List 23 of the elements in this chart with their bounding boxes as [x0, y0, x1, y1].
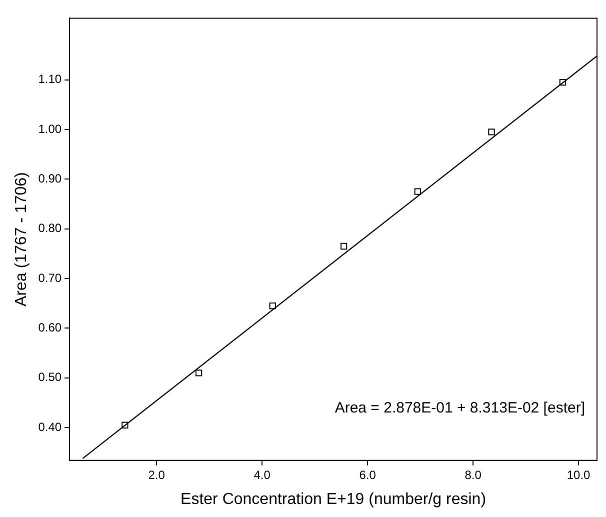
point	[488, 128, 495, 136]
y-tick-label: 0.70	[38, 270, 62, 285]
x-tick-label: 10.0	[566, 468, 591, 482]
point	[340, 242, 348, 250]
point	[195, 370, 202, 376]
point	[122, 422, 128, 428]
y-tick-label: 0.80	[38, 221, 62, 236]
annotation: Area = 2.878E-01 + 8.313E-02 [ester]	[334, 400, 585, 417]
point	[559, 78, 566, 86]
x-tick-label: 8.0	[464, 468, 482, 482]
x-tick-label: 2.0	[148, 468, 166, 482]
x-axis-title: Ester Concentration E+19 (number/g resin)	[180, 490, 486, 508]
y-tick-label: 1.10	[38, 72, 62, 86]
y-tick-label: 1.00	[38, 122, 62, 136]
x-tick-label: 6.0	[359, 468, 376, 482]
y-axis-title: Area (1767 - 1706)	[13, 172, 30, 306]
y-tick-label: 0.50	[38, 370, 62, 384]
y-tick-label: 0.40	[38, 420, 62, 434]
point	[269, 302, 276, 310]
y-tick-label: 0.60	[38, 320, 62, 335]
y-tick-label: 0.90	[38, 171, 62, 186]
point	[414, 188, 421, 195]
x-tick-label: 4.0	[254, 468, 271, 482]
